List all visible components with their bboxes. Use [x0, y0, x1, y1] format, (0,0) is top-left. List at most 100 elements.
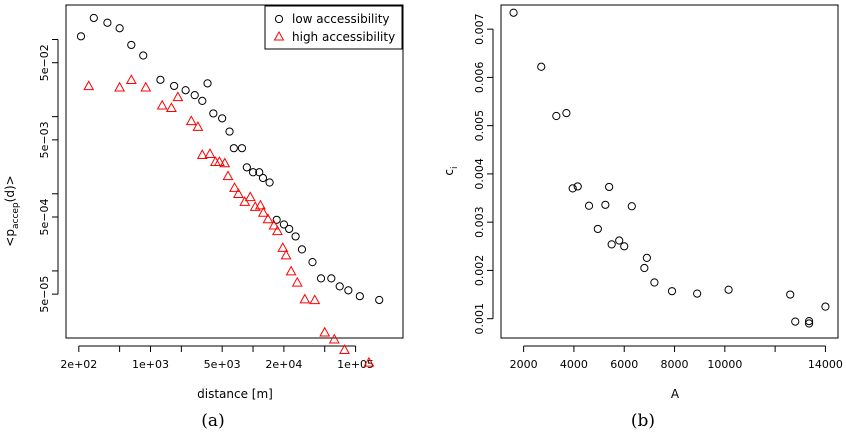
- x-tick-label: 6000: [610, 358, 638, 371]
- data-point-circle: [335, 282, 344, 291]
- data-point-triangle: [271, 225, 283, 236]
- data-point-triangle: [83, 80, 95, 91]
- data-point-triangle: [244, 191, 256, 202]
- data-point-circle: [509, 8, 518, 17]
- data-point-circle: [291, 232, 300, 241]
- panel-a-points: [76, 13, 384, 367]
- y-label-sub: accep: [11, 202, 21, 229]
- data-point-circle: [568, 184, 577, 193]
- data-point-circle: [265, 178, 274, 187]
- panel-a-y-axis-label: <paccep(d)>: [3, 175, 21, 246]
- data-point-triangle: [299, 293, 311, 304]
- data-point-circle: [170, 81, 179, 91]
- y-tick-label: 0.002: [473, 255, 486, 287]
- y-tick-label: 0.005: [473, 110, 486, 142]
- data-point-triangle: [319, 326, 331, 337]
- data-point-triangle: [213, 156, 225, 166]
- panel-a-chart: 2e+02 1e+03 5e+03 2e+04 1e+05 5e−055e−045e−0…: [3, 4, 404, 431]
- y-label-main: <p: [3, 229, 17, 247]
- data-point-triangle: [254, 199, 266, 210]
- panel-b-plot-frame: [500, 4, 839, 339]
- data-point-triangle: [285, 265, 297, 276]
- data-point-circle: [181, 86, 190, 95]
- data-point-triangle: [204, 148, 216, 158]
- data-point-circle: [791, 317, 800, 326]
- data-point-circle: [225, 127, 234, 136]
- data-point-triangle: [339, 344, 350, 354]
- data-point-circle: [242, 163, 251, 172]
- data-point-circle: [786, 290, 795, 299]
- panel-a-x-axis: 2e+02 1e+03 5e+03 2e+04 1e+05: [60, 345, 374, 371]
- x-tick-label: 1e+03: [132, 358, 169, 371]
- panel-b-y-axis: 0.001 0.002 0.003 0.004 0.005 0.006 0.007: [473, 13, 494, 334]
- data-point-circle: [562, 109, 571, 118]
- x-tick-label: 14000: [808, 358, 843, 371]
- legend-item-low: low accessibility: [292, 12, 390, 26]
- data-point-circle: [89, 13, 98, 23]
- data-point-triangle: [363, 356, 375, 367]
- data-point-triangle: [125, 74, 137, 85]
- data-point-triangle: [140, 81, 152, 92]
- x-tick-label: 5e+03: [204, 358, 241, 371]
- data-point-circle: [593, 224, 602, 234]
- data-point-circle: [642, 253, 651, 262]
- data-point-circle: [218, 114, 227, 123]
- legend-box: [264, 5, 403, 50]
- data-point-circle: [375, 295, 384, 305]
- data-point-circle: [190, 91, 199, 100]
- data-point-circle: [139, 51, 148, 60]
- data-point-circle: [272, 215, 281, 224]
- panel-b-y-axis-label: ci: [442, 166, 460, 175]
- y-tick-label: 0.003: [473, 206, 486, 238]
- data-point-circle: [552, 111, 561, 121]
- caption-a: (a): [201, 411, 224, 431]
- data-point-circle: [76, 32, 86, 41]
- data-point-triangle: [196, 149, 208, 159]
- x-tick-label: 4000: [560, 358, 588, 371]
- data-point-circle: [584, 201, 594, 210]
- data-point-circle: [285, 224, 294, 234]
- data-point-circle: [620, 242, 629, 251]
- data-point-circle: [229, 144, 238, 153]
- y-label-sub: i: [450, 166, 460, 169]
- data-point-circle: [601, 200, 610, 209]
- y-label-main: c: [442, 169, 456, 176]
- caption-b: (b): [631, 411, 655, 431]
- data-point-circle: [724, 285, 733, 294]
- data-point-triangle: [219, 157, 231, 168]
- panel-b-x-axis-label: A: [671, 387, 680, 401]
- x-tick-label: 2e+04: [265, 358, 302, 371]
- panel-a-y-axis: 5e−05 5e−04 5e−03 5e−02: [38, 38, 59, 313]
- x-tick-label: 2000: [510, 358, 538, 371]
- data-point-triangle: [232, 188, 244, 198]
- data-point-triangle: [328, 333, 340, 344]
- data-point-triangle: [192, 121, 204, 131]
- y-tick-label: 0.004: [473, 158, 486, 190]
- x-tick-label: 2e+02: [60, 358, 97, 371]
- data-point-circle: [667, 287, 677, 296]
- data-point-circle: [248, 168, 258, 177]
- data-point-circle: [327, 274, 336, 283]
- y-tick-label: 5e−03: [38, 121, 51, 158]
- data-point-triangle: [222, 170, 234, 181]
- x-tick-label: 1e+05: [337, 358, 374, 371]
- data-point-triangle: [114, 81, 126, 92]
- data-point-circle: [156, 75, 165, 84]
- data-point-circle: [344, 286, 353, 295]
- data-point-circle: [127, 40, 136, 50]
- data-point-circle: [203, 79, 212, 88]
- data-point-circle: [607, 240, 616, 249]
- data-point-circle: [821, 302, 830, 311]
- data-point-circle: [650, 278, 659, 287]
- data-point-circle: [255, 168, 264, 177]
- data-point-circle: [693, 289, 702, 298]
- panel-b-x-axis: 2000 4000 6000 8000 10000 14000: [510, 345, 843, 371]
- panel-b-chart: 2000 4000 6000 8000 10000 14000 0.0010.0020.0…: [442, 4, 843, 431]
- y-tick-label: 5e−04: [38, 199, 51, 236]
- data-point-circle: [640, 263, 649, 273]
- x-tick-label: 10000: [707, 358, 742, 371]
- data-point-circle: [804, 317, 814, 326]
- data-point-circle: [297, 245, 307, 254]
- data-point-circle: [316, 274, 326, 283]
